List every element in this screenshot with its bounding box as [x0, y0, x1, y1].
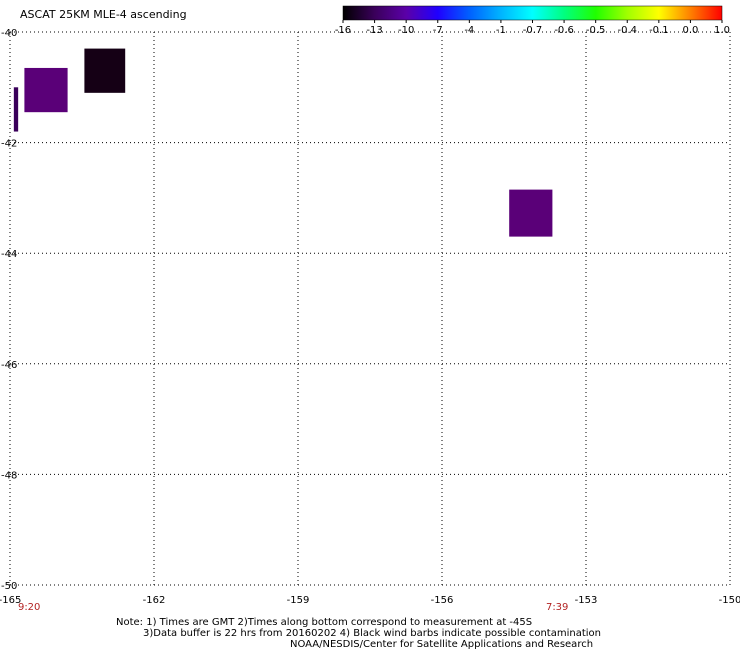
note-line-3: NOAA/NESDIS/Center for Satellite Applica…	[290, 639, 594, 650]
y-tick-label: -50	[1, 581, 17, 592]
y-tick-label: -40	[1, 28, 17, 39]
colorbar-label: -0.5	[586, 25, 606, 36]
y-tick-label: -42	[1, 139, 17, 150]
colorbar-label: -0.7	[523, 25, 543, 36]
x-tick-label: -153	[575, 595, 598, 606]
colorbar-label: 0.0	[682, 25, 698, 36]
colorbar-label: -0.6	[554, 25, 574, 36]
y-tick-label: -48	[1, 470, 17, 481]
x-tick-label: -159	[287, 595, 310, 606]
x-tick-label: -162	[143, 595, 166, 606]
note-line-2: 3)Data buffer is 22 hrs from 20160202 4)…	[143, 628, 601, 639]
y-tick-label: -46	[1, 360, 17, 371]
map-title: ASCAT 25KM MLE-4 ascending	[20, 8, 187, 21]
axis-ticks: -165 -162 -159 -156 -153 -150 -40 -42 -44 -46 -48 -…	[0, 28, 740, 613]
x-tick-label: -150	[719, 595, 740, 606]
colorbar-label: 1.0	[714, 25, 730, 36]
note-line-1: Note: 1) Times are GMT 2)Times along bot…	[116, 617, 533, 628]
colorbar-legend: -16 -13 -10 -7 -4 -1 -0.7 -0.6 -0.5 -0.4 -0.1 0.0 1.…	[335, 5, 730, 36]
colorbar-label: -4	[464, 25, 474, 36]
data-cells	[13, 48, 553, 237]
colorbar-label: -10	[398, 25, 414, 36]
colorbar-swatch	[342, 5, 723, 21]
colorbar-label: -0.1	[649, 25, 669, 36]
colorbar-label: -7	[433, 25, 443, 36]
colorbar-label: -1	[496, 25, 506, 36]
map-grid	[9, 31, 731, 586]
wind-cell	[13, 87, 19, 132]
x-tick-label: -165	[0, 595, 21, 606]
time-label: 7:39	[546, 602, 568, 613]
time-label: 9:20	[18, 602, 40, 613]
colorbar-label: -0.4	[617, 25, 637, 36]
x-tick-label: -156	[431, 595, 454, 606]
colorbar-label: -16	[335, 25, 351, 36]
wind-cell	[24, 67, 68, 113]
wind-cell	[509, 189, 553, 237]
y-tick-label: -44	[1, 249, 17, 260]
wind-cell	[84, 48, 126, 93]
colorbar-label: -13	[366, 25, 382, 36]
